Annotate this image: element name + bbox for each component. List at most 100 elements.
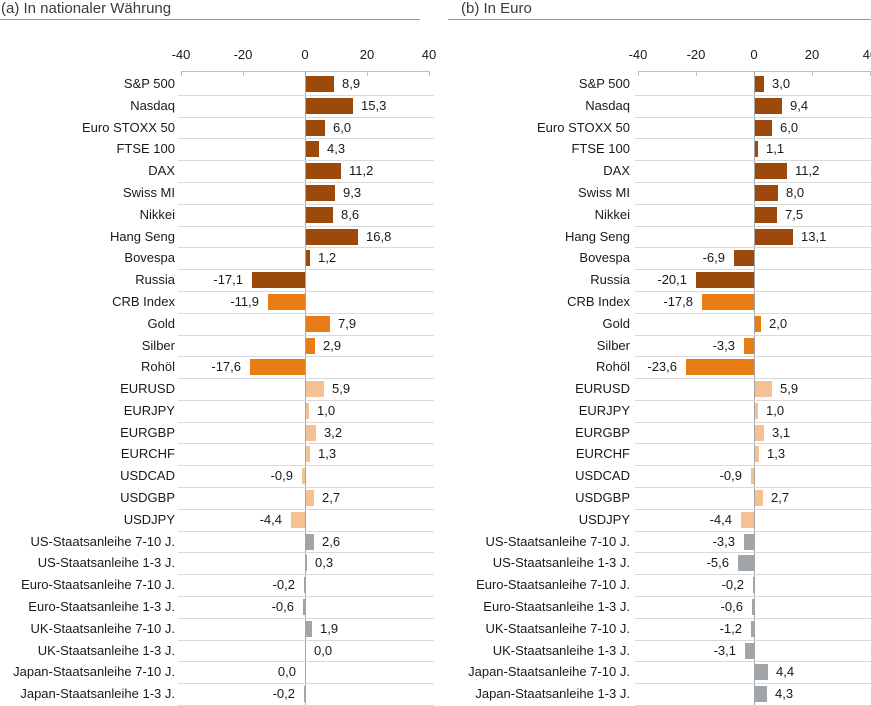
row-separator	[635, 356, 871, 357]
bar-equity	[734, 250, 754, 266]
bar-fx	[755, 403, 758, 419]
category-label: Hang Seng	[109, 228, 175, 244]
bar-bond	[755, 664, 768, 680]
value-label: 2,0	[769, 315, 788, 331]
row-separator	[178, 138, 434, 139]
category-label: USDGBP	[120, 490, 175, 506]
row-separator	[635, 247, 871, 248]
bar-commodity	[306, 316, 330, 332]
bar-commodity	[250, 359, 305, 375]
value-label: 2,9	[323, 337, 342, 353]
row-separator	[635, 552, 871, 553]
row-separator	[178, 683, 434, 684]
category-label: US-Staatsanleihe 7-10 J.	[30, 533, 175, 549]
row-separator	[635, 683, 871, 684]
category-label: US-Staatsanleihe 1-3 J.	[492, 555, 630, 571]
value-label: 2,6	[322, 533, 341, 549]
row-separator	[635, 226, 871, 227]
bar-commodity	[306, 338, 315, 354]
bar-equity	[306, 98, 353, 114]
category-label: Nikkei	[139, 206, 175, 222]
x-axis-tick-mark	[812, 71, 813, 76]
panel-b-title: (b) In Euro	[448, 0, 871, 20]
value-label: -17,1	[213, 272, 243, 288]
category-label: Euro STOXX 50	[537, 119, 630, 135]
row-separator	[635, 574, 871, 575]
category-label: Swiss MI	[578, 184, 630, 200]
bar-equity	[306, 76, 334, 92]
category-label: S&P 500	[123, 76, 175, 91]
bar-bond	[755, 686, 767, 702]
zero-baseline	[305, 71, 306, 705]
value-label: 1,3	[318, 446, 337, 462]
bar-bond	[753, 577, 754, 593]
row-separator	[635, 335, 871, 336]
category-label: Japan-Staatsanleihe 1-3 J.	[475, 686, 630, 702]
x-axis-tick-mark	[367, 71, 368, 76]
bar-bond	[752, 599, 754, 615]
bar-equity	[306, 207, 333, 223]
category-label: UK-Staatsanleihe 1-3 J.	[37, 642, 175, 658]
category-label: Japan-Staatsanleihe 1-3 J.	[20, 686, 175, 702]
category-label: USDCAD	[575, 468, 630, 484]
row-separator	[178, 95, 434, 96]
value-label: -11,9	[230, 293, 259, 309]
bar-bond	[303, 599, 305, 615]
row-separator	[178, 574, 434, 575]
bar-commodity	[702, 294, 754, 310]
value-label: 11,2	[349, 163, 374, 179]
row-separator	[635, 160, 871, 161]
value-label: -6,9	[702, 250, 725, 266]
x-axis-tick-mark	[181, 71, 182, 76]
value-label: 8,0	[786, 184, 805, 200]
category-label: EURJPY	[578, 402, 630, 418]
row-separator	[635, 422, 871, 423]
bar-commodity	[755, 316, 761, 332]
row-separator	[635, 618, 871, 619]
value-label: 3,2	[324, 424, 343, 440]
value-label: 5,9	[780, 381, 799, 397]
category-label: Gold	[147, 315, 175, 331]
x-axis-tick-label: 0	[301, 47, 309, 62]
value-label: -0,2	[272, 577, 295, 593]
category-label: Rohöl	[596, 359, 630, 375]
category-label: USDJPY	[123, 511, 175, 527]
value-label: -0,6	[720, 599, 743, 615]
category-label: EURUSD	[120, 381, 175, 397]
value-label: -17,6	[211, 359, 241, 375]
bar-bond	[751, 621, 754, 637]
value-label: -0,2	[272, 686, 295, 702]
category-label: UK-Staatsanleihe 7-10 J.	[30, 620, 175, 636]
row-separator	[178, 618, 434, 619]
panel-euro: (b) In Euro -40 -20 0 20 40 S&P 500 3,0 Nasdaq 9…	[448, 0, 871, 706]
row-separator	[635, 640, 871, 641]
category-label: US-Staatsanleihe 7-10 J.	[485, 533, 630, 549]
x-axis-tick-mark	[638, 71, 639, 76]
bar-fx	[741, 512, 754, 528]
category-label: DAX	[148, 163, 175, 179]
row-separator	[178, 117, 434, 118]
x-axis-tick-label: -40	[171, 47, 191, 62]
x-axis-tick-label: 40	[421, 47, 437, 62]
row-separator	[178, 596, 434, 597]
value-label: 8,6	[341, 206, 360, 222]
bar-equity	[306, 185, 335, 201]
row-separator	[178, 356, 434, 357]
value-label: 13,1	[801, 228, 827, 244]
value-label: 1,2	[318, 250, 337, 266]
bar-commodity	[686, 359, 754, 375]
row-separator	[635, 378, 871, 379]
value-label: -0,9	[270, 468, 293, 484]
value-label: -17,8	[663, 293, 693, 309]
row-separator	[178, 204, 434, 205]
category-label: USDJPY	[578, 511, 630, 527]
category-label: Euro STOXX 50	[82, 119, 175, 135]
row-separator	[635, 465, 871, 466]
value-label: -3,3	[712, 533, 735, 549]
bar-commodity	[268, 294, 305, 310]
category-label: USDGBP	[575, 490, 630, 506]
row-separator	[635, 443, 871, 444]
category-label: USDCAD	[120, 468, 175, 484]
row-separator	[178, 661, 434, 662]
category-label: Euro-Staatsanleihe 1-3 J.	[28, 599, 175, 615]
